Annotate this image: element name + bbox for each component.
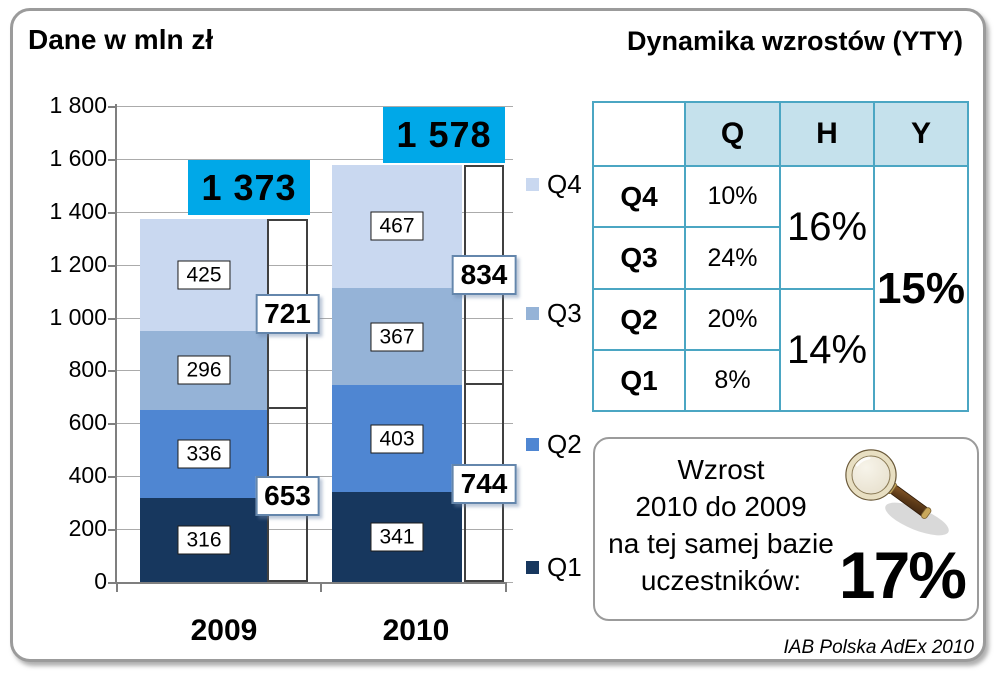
growth-percentage: 17%	[838, 538, 967, 612]
y-axis-tick	[108, 582, 117, 584]
legend-item-q4: Q4	[526, 171, 582, 197]
gridline	[117, 423, 505, 424]
table-row-label-q1: Q1	[592, 349, 686, 412]
legend-swatch-q4	[526, 177, 539, 191]
legend-label: Q1	[547, 552, 582, 582]
y-axis-tick	[108, 212, 117, 214]
legend-item-q2: Q2	[526, 431, 582, 457]
category-label-2010: 2010	[382, 614, 450, 647]
magnifier-icon	[845, 449, 949, 536]
legend-item-q1: Q1	[526, 554, 582, 580]
segment-value-2009-Q1: 316	[177, 525, 231, 555]
legend-swatch-q2	[526, 437, 539, 451]
x-axis-tick	[116, 584, 118, 592]
y-axis-label: 400	[68, 462, 107, 488]
total-label-2009: 1 373	[188, 160, 310, 215]
table-cell-q4-q: 10%	[684, 165, 781, 228]
legend-swatch-q3	[526, 306, 539, 320]
segment-value-2010-Q2: 403	[370, 424, 424, 454]
y-axis-label: 0	[94, 568, 107, 594]
y-axis-right-tick	[505, 529, 513, 530]
table-cell-y-total: 15%	[873, 165, 969, 412]
legend-label: Q4	[547, 169, 582, 199]
chart-title: Dane w mln zł	[28, 24, 214, 55]
y-axis-right-tick	[505, 370, 513, 371]
y-axis-label: 1 600	[49, 145, 107, 171]
table-header-h: H	[779, 101, 875, 167]
table-cell-h2-2010: 16%	[779, 165, 875, 290]
x-axis-tick	[320, 584, 322, 592]
legend-label: Q2	[547, 429, 582, 459]
table-row-label-q4: Q4	[592, 165, 686, 228]
y-axis-tick	[108, 529, 117, 531]
source-credit: IAB Polska AdEx 2010	[783, 637, 974, 658]
segment-value-2010-Q3: 367	[370, 322, 424, 352]
table-header-q: Q	[684, 101, 781, 167]
growth-table: Q H Y Q4 10% 16% 15% Q3 24% Q2 20% 14% Q…	[592, 101, 969, 412]
gridline	[117, 106, 505, 107]
y-axis-right-tick	[505, 318, 513, 319]
growth-info-line: Wzrost	[677, 454, 765, 485]
y-axis-label: 800	[68, 356, 107, 382]
y-axis-label: 1 200	[49, 251, 107, 277]
y-axis-tick	[108, 265, 117, 267]
y-axis-tick	[108, 370, 117, 372]
y-axis-label: 1 400	[49, 198, 107, 224]
y-axis-tick	[108, 423, 117, 425]
y-axis-tick	[108, 318, 117, 320]
half-total-2009-H1: 653	[255, 475, 320, 516]
legend-label: Q3	[547, 298, 582, 328]
y-axis-label: 200	[68, 515, 107, 541]
growth-info-text: Wzrost 2010 do 2009 na tej samej bazie u…	[595, 451, 847, 599]
y-axis-right-tick	[505, 106, 513, 107]
table-header-y: Y	[873, 101, 969, 167]
segment-value-2010-Q4: 467	[370, 211, 424, 241]
y-axis-tick	[108, 106, 117, 108]
y-axis-line	[115, 104, 117, 584]
y-axis-right-tick	[505, 582, 513, 583]
gridline	[117, 529, 505, 530]
y-axis-label: 1 000	[49, 304, 107, 330]
y-axis-label: 600	[68, 409, 107, 435]
growth-info-line: 2010 do 2009	[635, 491, 807, 522]
table-cell-q3-q: 24%	[684, 226, 781, 290]
half-total-2010-H2: 834	[451, 254, 517, 295]
half-total-2010-H1: 744	[451, 463, 517, 504]
table-title: Dynamika wzrostów (YTY)	[626, 26, 964, 56]
x-axis-tick	[505, 584, 507, 592]
segment-value-2009-Q4: 425	[177, 260, 231, 290]
table-row-label-q2: Q2	[592, 288, 686, 351]
y-axis-tick	[108, 476, 117, 478]
growth-info-line: uczestników:	[640, 565, 802, 596]
gridline	[117, 212, 505, 213]
y-axis-right-tick	[505, 212, 513, 213]
y-axis-right-tick	[505, 159, 513, 160]
legend-item-q3: Q3	[526, 300, 582, 326]
half-total-2009-H2: 721	[255, 294, 320, 335]
gridline	[117, 265, 505, 266]
table-cell-q1-q: 8%	[684, 349, 781, 412]
growth-info-line: na tej samej bazie	[608, 528, 834, 559]
segment-value-2010-Q1: 341	[370, 522, 424, 552]
table-cell-h1-2010: 14%	[779, 288, 875, 412]
y-axis-right-tick	[505, 423, 513, 424]
gridline	[117, 159, 505, 160]
gridline	[117, 370, 505, 371]
growth-info-box: Wzrost 2010 do 2009 na tej samej bazie u…	[593, 437, 979, 621]
table-cell-q2-q: 20%	[684, 288, 781, 351]
legend-swatch-q1	[526, 560, 539, 574]
segment-value-2009-Q2: 336	[177, 439, 231, 469]
x-axis-line	[115, 582, 507, 584]
table-row-label-q3: Q3	[592, 226, 686, 290]
y-axis-label: 1 800	[49, 92, 107, 118]
table-corner-cell	[592, 101, 686, 167]
segment-value-2009-Q3: 296	[177, 355, 231, 385]
category-label-2009: 2009	[190, 614, 258, 647]
y-axis-tick	[108, 159, 117, 161]
total-label-2010: 1 578	[383, 107, 505, 163]
